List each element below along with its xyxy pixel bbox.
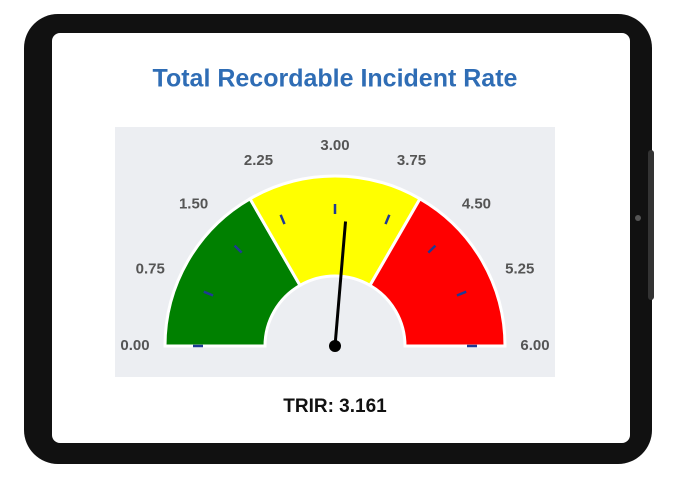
value-label: TRIR: 3.161 [283, 396, 387, 417]
camera [635, 215, 641, 221]
tick-label: 6.00 [520, 337, 549, 354]
tick-mark [384, 214, 391, 225]
tick-mark [427, 244, 437, 254]
gauge-band [367, 196, 507, 348]
gauge-band [163, 196, 303, 348]
gauge-band [247, 174, 423, 288]
tick-label: 3.00 [320, 137, 349, 154]
side-button [648, 150, 654, 300]
tick-label: 4.50 [462, 196, 491, 213]
needle-hub [329, 340, 341, 352]
tick-mark [456, 290, 467, 297]
tick-mark [279, 214, 286, 225]
tick-label: 0.00 [120, 337, 149, 354]
tick-mark [203, 290, 214, 297]
tick-label: 0.75 [136, 260, 165, 277]
tick-mark [233, 244, 243, 254]
tick-label: 3.75 [397, 152, 426, 169]
needle [333, 221, 348, 347]
chart-title: Total Recordable Incident Rate [153, 65, 518, 93]
tick-label: 2.25 [244, 152, 273, 169]
tick-label: 5.25 [505, 260, 534, 277]
tick-label: 1.50 [179, 196, 208, 213]
